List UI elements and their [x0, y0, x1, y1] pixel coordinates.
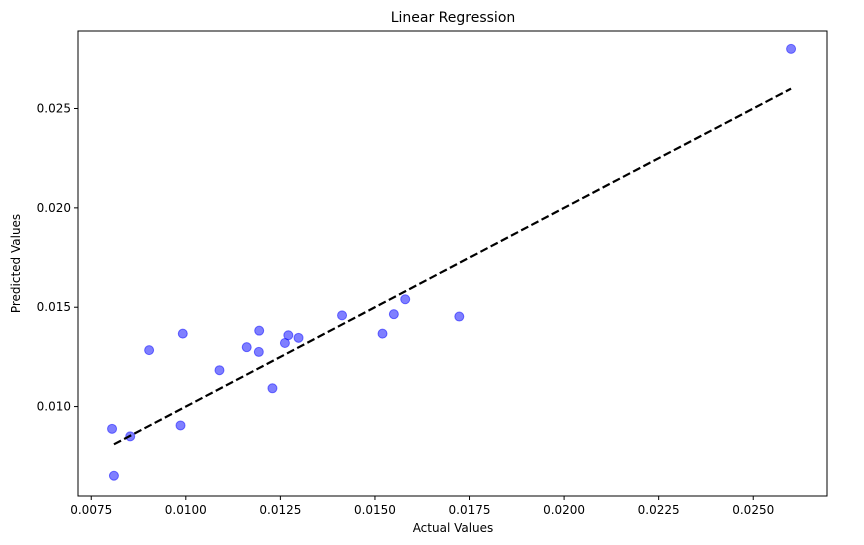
scatter-point	[107, 423, 118, 434]
chart-title: Linear Regression	[391, 10, 516, 26]
x-axis-title: Actual Values	[413, 521, 494, 535]
x-tick-label: 0.0175	[449, 503, 491, 517]
y-axis: 0.010 0.015 0.020 0.025	[37, 102, 78, 414]
scatter-point	[214, 365, 225, 376]
y-axis-title: Predicted Values	[9, 214, 23, 313]
plot-area	[107, 43, 797, 481]
scatter-point	[283, 330, 294, 341]
scatter-point	[400, 294, 411, 305]
y-tick-label: 0.010	[37, 400, 71, 414]
scatter-point	[253, 346, 264, 357]
y-tick-label: 0.015	[37, 300, 71, 314]
x-tick-label: 0.0250	[732, 503, 774, 517]
x-tick-label: 0.0125	[259, 503, 301, 517]
scatter-point	[388, 309, 399, 320]
scatter-point	[144, 345, 155, 356]
x-tick-label: 0.0150	[354, 503, 396, 517]
scatter-point	[377, 328, 388, 339]
scatter-point	[267, 383, 278, 394]
x-tick-label: 0.0100	[165, 503, 207, 517]
y-tick-label: 0.020	[37, 201, 71, 215]
x-tick-label: 0.0225	[638, 503, 680, 517]
scatter-point	[108, 470, 119, 481]
scatter-point	[254, 325, 265, 336]
plot-frame	[77, 30, 828, 497]
scatter-point	[337, 310, 348, 321]
scatter-point	[241, 342, 252, 353]
x-tick-label: 0.0075	[70, 503, 112, 517]
scatter-point	[293, 332, 304, 343]
scatter-point	[175, 420, 186, 431]
scatter-point	[786, 43, 797, 54]
y-tick-label: 0.025	[37, 102, 71, 116]
scatter-point	[177, 328, 188, 339]
regression-line	[113, 87, 792, 446]
scatter-point	[454, 311, 465, 322]
x-tick-label: 0.0200	[543, 503, 585, 517]
x-axis: 0.0075 0.0100 0.0125 0.0150 0.0175 0.0200 0.02…	[70, 496, 774, 517]
